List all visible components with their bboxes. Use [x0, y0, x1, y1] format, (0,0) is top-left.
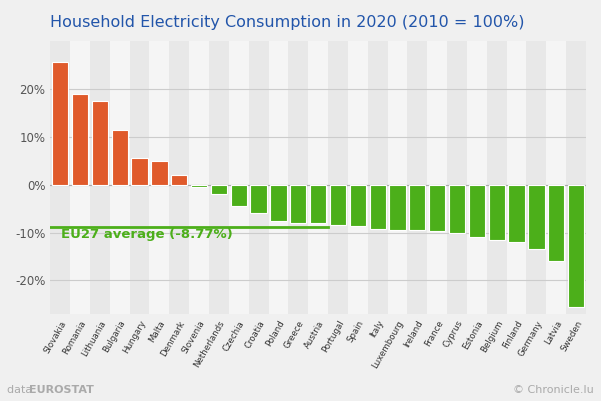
Text: © Chronicle.lu: © Chronicle.lu	[513, 385, 594, 395]
Bar	[110, 41, 130, 314]
Bar	[469, 184, 485, 237]
Bar	[171, 175, 188, 184]
Bar	[189, 41, 209, 314]
Bar	[249, 41, 269, 314]
Bar	[308, 41, 328, 314]
Bar	[447, 41, 467, 314]
Bar	[507, 41, 526, 314]
Bar	[526, 41, 546, 314]
Bar	[70, 41, 90, 314]
Bar	[370, 184, 386, 229]
Bar	[229, 41, 249, 314]
Bar	[290, 184, 307, 223]
Bar	[528, 184, 545, 249]
Bar	[427, 41, 447, 314]
Bar	[568, 184, 584, 307]
Bar	[409, 184, 426, 230]
Bar	[211, 184, 227, 194]
Bar	[52, 63, 69, 184]
Bar	[269, 41, 288, 314]
Bar	[288, 41, 308, 314]
Bar	[191, 184, 207, 187]
Bar	[429, 184, 445, 231]
Bar	[368, 41, 388, 314]
Bar	[231, 184, 247, 206]
Bar	[449, 184, 465, 233]
Bar	[90, 41, 110, 314]
Bar	[546, 41, 566, 314]
Bar	[151, 161, 168, 184]
Bar	[112, 130, 128, 184]
Bar	[350, 184, 366, 226]
Bar	[407, 41, 427, 314]
Bar	[270, 184, 287, 221]
Bar	[328, 41, 348, 314]
Text: EUROSTAT: EUROSTAT	[29, 385, 94, 395]
Bar	[489, 184, 505, 240]
Bar	[566, 41, 586, 314]
Bar	[548, 184, 564, 261]
Bar	[487, 41, 507, 314]
Bar	[209, 41, 229, 314]
Bar	[50, 41, 70, 314]
Bar	[388, 41, 407, 314]
Bar	[389, 184, 406, 230]
Text: data:: data:	[7, 385, 40, 395]
Text: Household Electricity Consumption in 2020 (2010 = 100%): Household Electricity Consumption in 202…	[50, 15, 525, 30]
Bar	[251, 184, 267, 213]
Bar	[467, 41, 487, 314]
Bar	[132, 158, 148, 184]
Bar	[169, 41, 189, 314]
Bar	[150, 41, 169, 314]
Bar	[72, 93, 88, 184]
Bar	[130, 41, 150, 314]
Bar	[310, 184, 326, 223]
Bar	[508, 184, 525, 242]
Bar	[92, 101, 108, 184]
Text: EU27 average (-8.77%): EU27 average (-8.77%)	[61, 228, 233, 241]
Bar	[330, 184, 346, 225]
Bar	[348, 41, 368, 314]
